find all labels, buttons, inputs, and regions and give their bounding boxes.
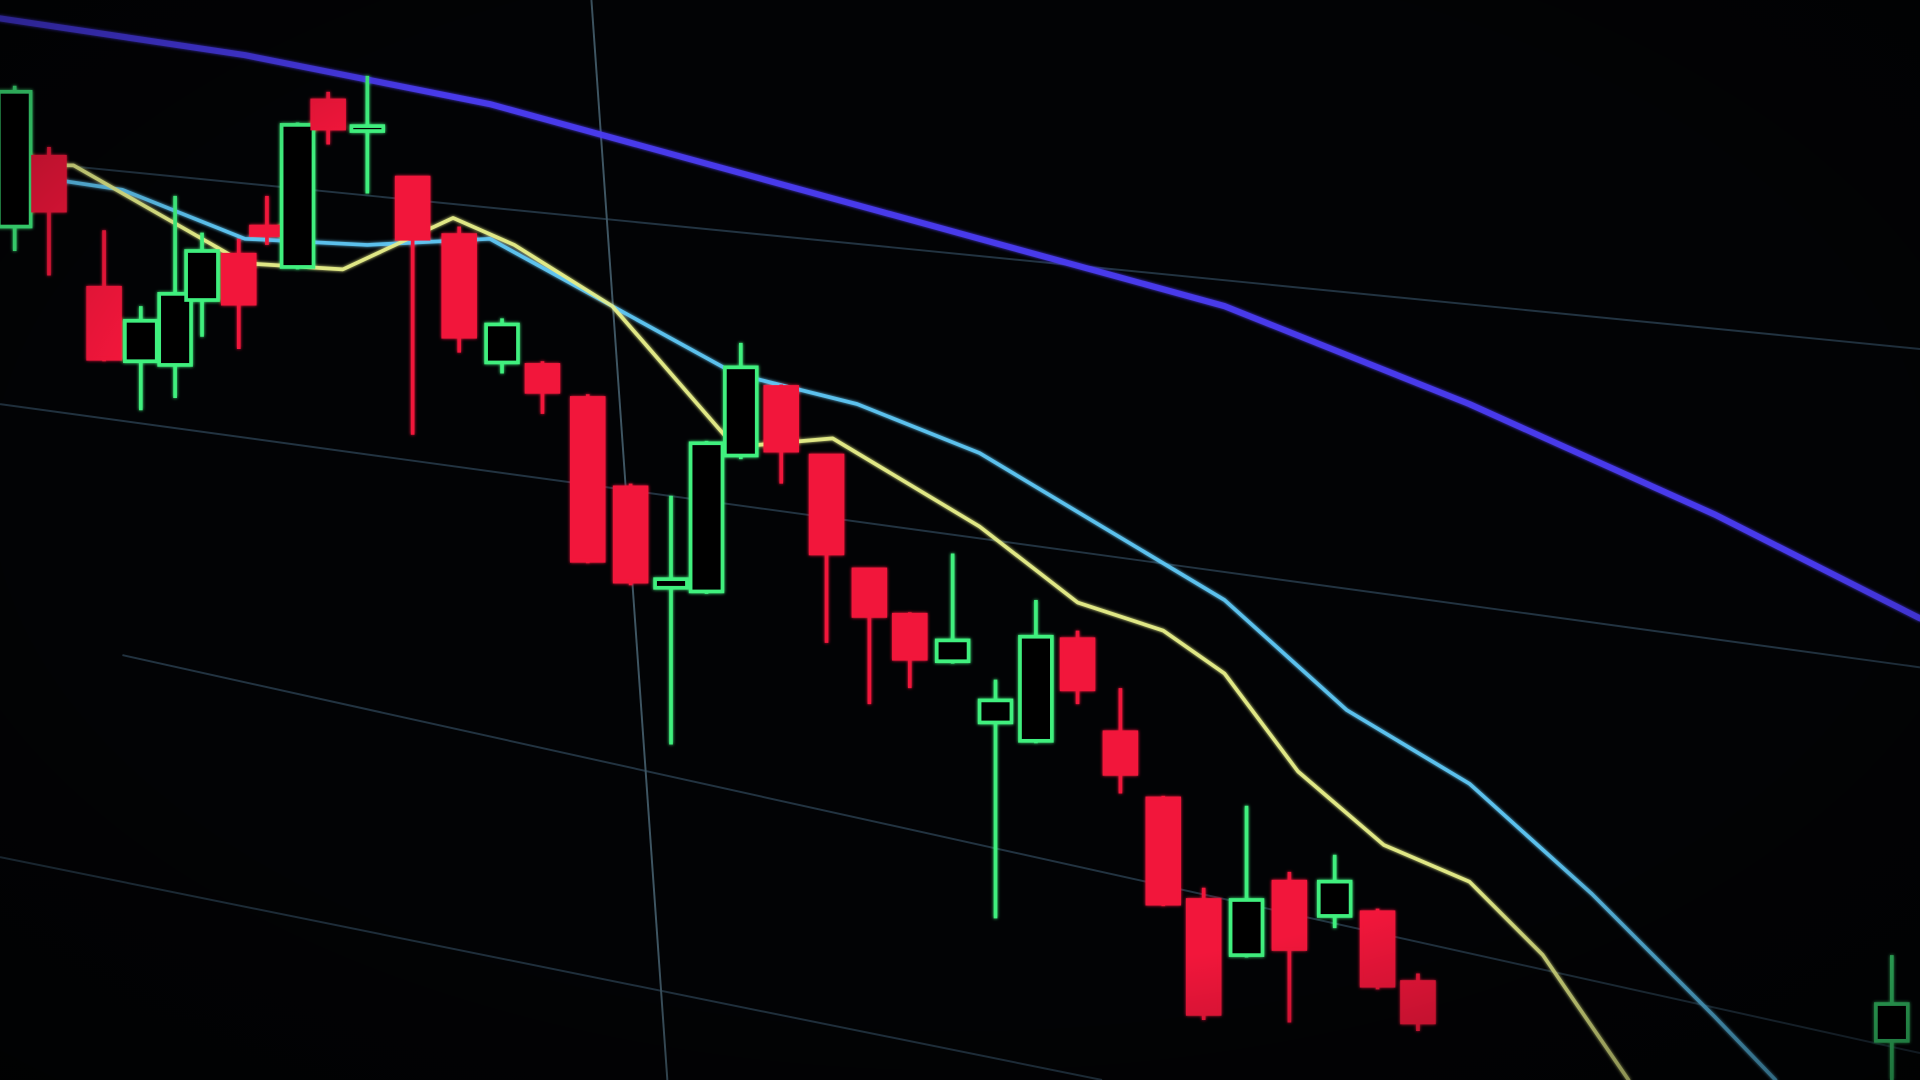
vignette — [0, 0, 1920, 1080]
chart — [0, 0, 1920, 1080]
page: (() => { const data = JSON.parse(documen… — [0, 0, 1920, 1080]
